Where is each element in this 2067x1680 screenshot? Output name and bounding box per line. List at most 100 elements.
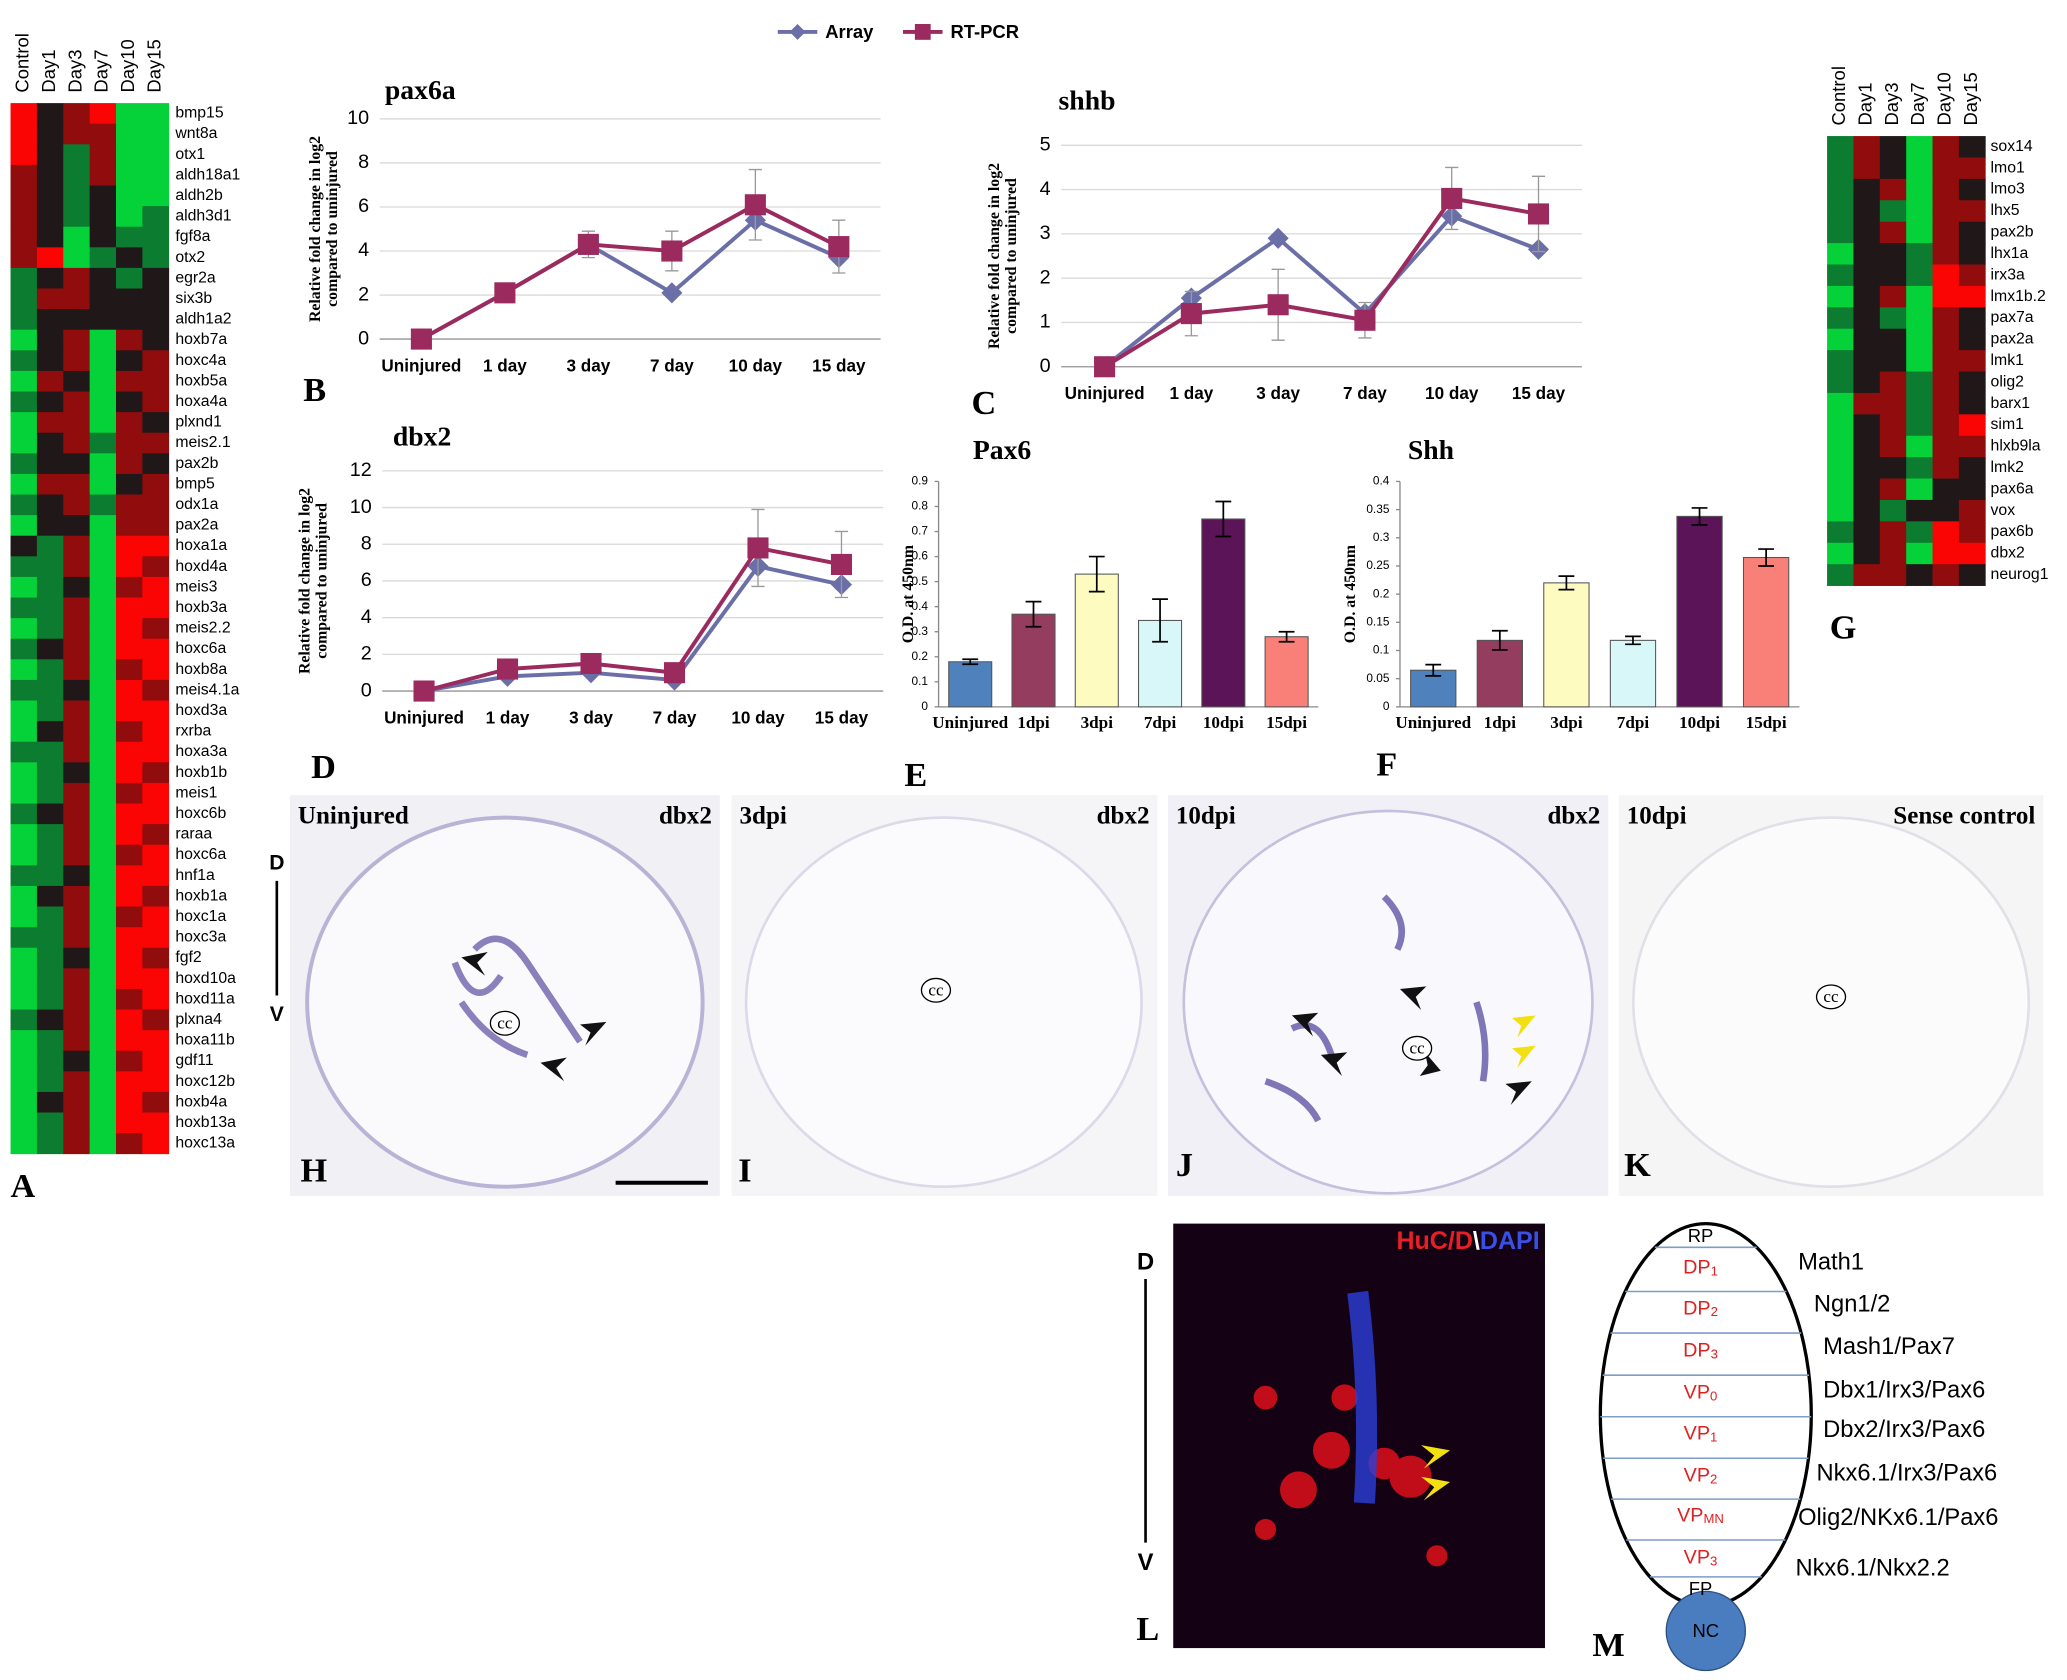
series-line <box>1103 213 1540 369</box>
heatmap-cell <box>36 1091 64 1113</box>
heatmap-cell <box>89 597 117 619</box>
heatmap-cell <box>1879 200 1907 223</box>
heatmap-cell <box>1879 350 1907 372</box>
gene-label: aldh1a2 <box>175 311 231 328</box>
heatmap-cell <box>1958 243 1986 265</box>
heatmap-cell <box>63 885 91 907</box>
gene-label: dbx2 <box>1991 545 2025 562</box>
marker-gene: Math1 <box>1798 1249 1864 1275</box>
heatmap-cell <box>1879 371 1907 394</box>
y-tick-label: 8 <box>361 532 372 554</box>
heatmap-cell <box>1853 157 1881 180</box>
panel-label: D <box>311 748 336 786</box>
y-tick-label: 2 <box>361 643 372 665</box>
heatmap-cell <box>36 103 64 125</box>
dv-label: D <box>1137 1249 1154 1275</box>
gene-label: fgf2 <box>175 949 201 966</box>
x-tick-label: 3 day <box>569 707 613 727</box>
heatmap-cell <box>36 556 64 578</box>
heatmap-cell <box>1879 328 1907 351</box>
x-tick-label: 10 day <box>729 355 783 375</box>
error-bar <box>1691 507 1708 526</box>
heatmap-cell <box>1932 542 1960 565</box>
chart-title: pax6a <box>385 74 456 105</box>
gene-label: meis4.1a <box>175 681 239 698</box>
heatmap-cell <box>63 473 91 495</box>
heatmap-cell <box>63 576 91 598</box>
heatmap-cell <box>142 1009 170 1031</box>
label-part: DAPI <box>1480 1227 1540 1255</box>
heatmap-cell <box>36 721 64 743</box>
heatmap-cell <box>63 618 91 640</box>
heatmap-cell <box>116 679 143 701</box>
heatmap-cell <box>116 1112 143 1134</box>
zone-sub: 2 <box>1710 1472 1717 1487</box>
point <box>661 240 683 262</box>
heatmap-cell <box>116 556 143 578</box>
gene-label: meis3 <box>175 578 217 595</box>
heatmap-cell <box>36 453 64 475</box>
heatmap-cell <box>142 1030 170 1052</box>
heatmap-cell <box>1827 521 1854 544</box>
gene-label: hoxc6a <box>175 846 226 863</box>
heatmap-cell <box>89 947 117 969</box>
heatmap-cell <box>1879 414 1907 437</box>
y-tick-label: 4 <box>358 239 369 261</box>
series-line <box>423 564 842 693</box>
heatmap-cell <box>116 123 143 145</box>
bar <box>1742 556 1790 708</box>
heatmap-cell <box>142 844 170 866</box>
heatmap-cell <box>1906 457 1933 479</box>
gene-label: hoxc6b <box>175 805 226 822</box>
heatmap-cell <box>1958 157 1986 180</box>
heatmap-cell <box>36 1030 64 1052</box>
zone-sub: 3 <box>1710 1554 1717 1569</box>
heatmap-cell <box>89 865 117 887</box>
heatmap-cell <box>116 721 143 743</box>
heatmap-cell <box>10 515 38 537</box>
panel-label: M <box>1592 1626 1624 1664</box>
chart-title: dbx2 <box>393 421 451 452</box>
heatmap-cell <box>142 1050 170 1072</box>
heatmap-cell <box>116 597 143 619</box>
heatmap-cell <box>36 412 64 434</box>
arrowheads <box>461 952 1532 1105</box>
heatmap-cell <box>1853 221 1881 244</box>
zone-label: VPMN <box>1677 1504 1724 1526</box>
x-tick-label: 15dpi <box>1746 713 1787 732</box>
heatmap-cell <box>142 556 170 578</box>
heatmap-cell <box>63 350 91 372</box>
heatmap-cell <box>63 309 91 331</box>
heatmap-cell <box>1906 136 1933 158</box>
heatmap-cell <box>89 206 117 228</box>
heatmap-cell <box>10 1091 38 1113</box>
heatmap-cell <box>10 885 38 907</box>
heatmap-cell <box>89 391 117 413</box>
heatmap-cell <box>1906 243 1933 265</box>
heatmap-cell <box>36 247 64 269</box>
staining <box>451 935 583 1058</box>
heatmap-cell <box>10 927 38 949</box>
y-tick-label: 0.5 <box>912 574 929 588</box>
heatmap-cell <box>142 535 170 557</box>
x-tick-label: 7 day <box>653 707 697 727</box>
heatmap-cell <box>142 185 170 207</box>
heatmap-cell <box>116 803 143 825</box>
heatmap-cell <box>1853 521 1881 544</box>
heatmap-cell <box>36 824 64 846</box>
heatmap-cell <box>63 803 91 825</box>
gene-label: six3b <box>175 290 212 307</box>
gene-label: egr2a <box>175 269 216 286</box>
point <box>663 662 686 684</box>
x-tick-label: 10dpi <box>1203 713 1244 732</box>
gene-label: barx1 <box>1991 395 2031 412</box>
x-tick-label: 7dpi <box>1144 713 1177 732</box>
heatmap-cell <box>89 103 117 125</box>
point <box>494 282 516 304</box>
heatmap-cell <box>89 329 117 351</box>
gene-label: lmx1b.2 <box>1991 288 2046 305</box>
heatmap-cell <box>142 988 170 1010</box>
x-tick-label: 3 day <box>566 355 610 375</box>
legend-label: RT-PCR <box>950 21 1019 42</box>
x-tick-label: Uninjured <box>1395 713 1471 732</box>
